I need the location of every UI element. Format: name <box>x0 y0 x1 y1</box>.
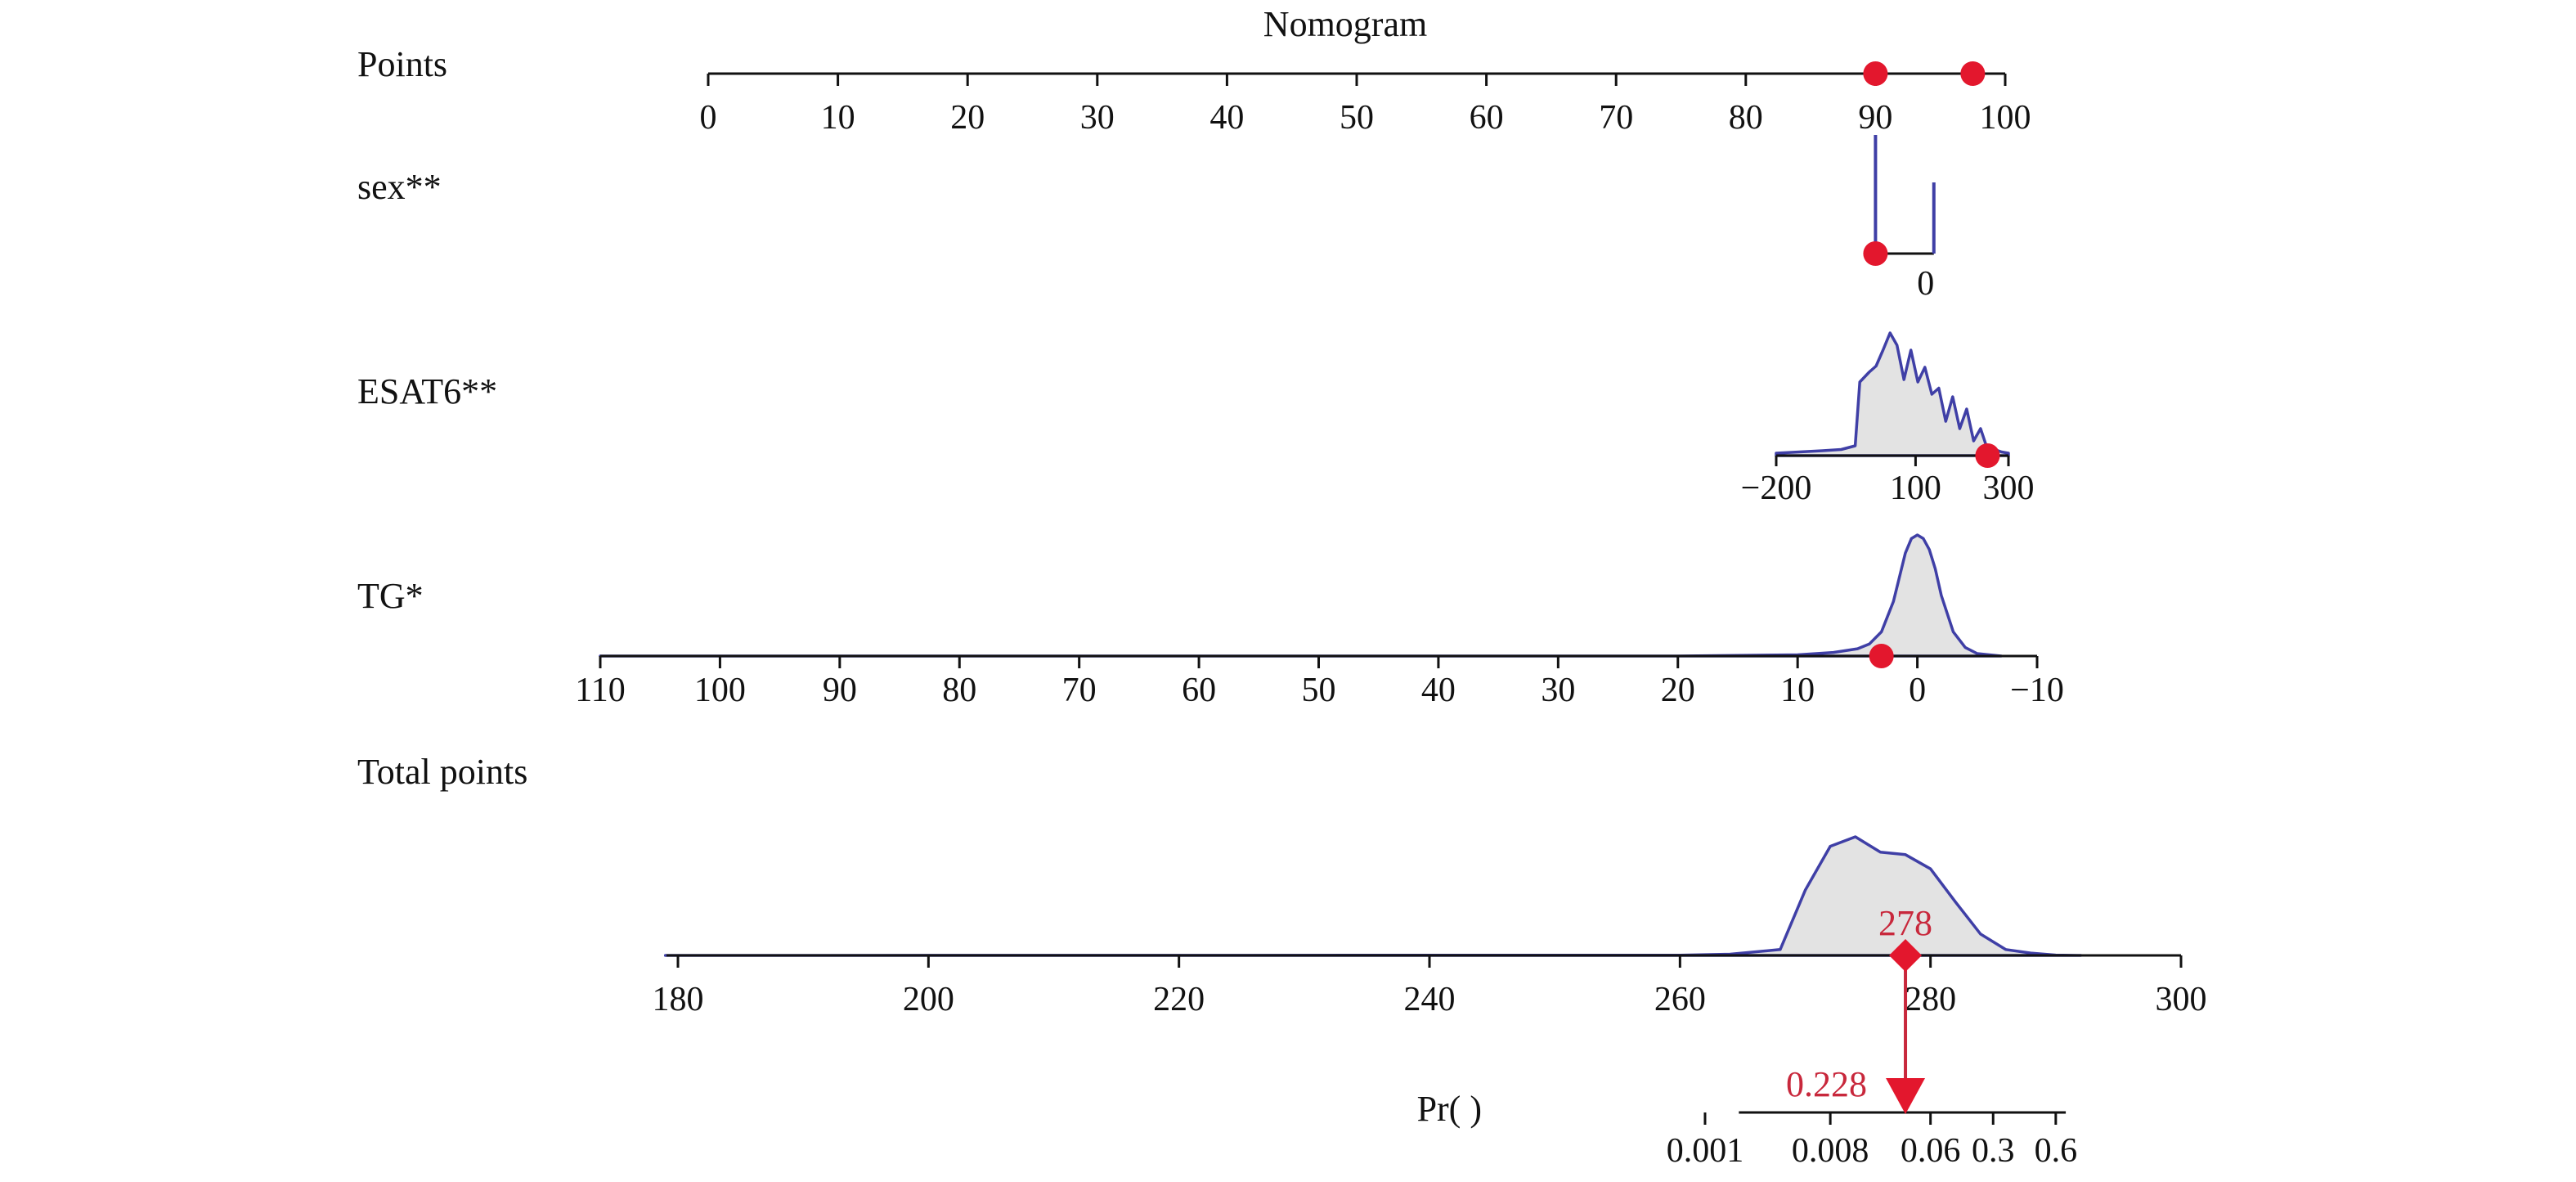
tg-selected-marker <box>1869 644 1894 668</box>
tg-tick-label: 10 <box>1780 672 1815 709</box>
points-tick-label: 60 <box>1470 99 1504 137</box>
esat6-tick-label: −200 <box>1741 470 1812 507</box>
points-tick-label: 50 <box>1340 99 1374 137</box>
esat6-tick-label: 100 <box>1890 470 1941 507</box>
total-points-tick-label: 180 <box>653 981 704 1018</box>
total-points-result-marker <box>1889 939 1923 972</box>
tg-tick-label: 40 <box>1421 672 1456 709</box>
points-tick-label: 0 <box>700 99 717 137</box>
points-tick-label: 10 <box>821 99 855 137</box>
total-points-tick-label: 220 <box>1153 981 1205 1018</box>
probability-result-label: 0.228 <box>1786 1064 1867 1104</box>
total-points-tick-label: 300 <box>2156 981 2207 1018</box>
sex-level-label: 0 <box>1917 265 1934 303</box>
probability-row-label: Pr( ) <box>1417 1089 1482 1129</box>
total-points-row-label: Total points <box>357 752 527 792</box>
points-tick-label: 80 <box>1729 99 1763 137</box>
total-points-tick-label: 200 <box>903 981 954 1018</box>
points-marker <box>1960 61 1986 86</box>
probability-tick-label: 0.001 <box>1667 1132 1744 1170</box>
sex-selected-marker <box>1863 241 1888 266</box>
points-tick-label: 40 <box>1209 99 1244 137</box>
tg-tick-label: 50 <box>1302 672 1336 709</box>
chart-title: Nomogram <box>1263 4 1427 44</box>
tg-tick-label: 90 <box>823 672 857 709</box>
points-tick-label: 30 <box>1080 99 1115 137</box>
points-tick-label: 20 <box>950 99 985 137</box>
tg-tick-label: 100 <box>694 672 746 709</box>
probability-tick-label: 0.008 <box>1792 1132 1869 1170</box>
tg-tick-label: 0 <box>1909 672 1926 709</box>
points-tick-label: 70 <box>1599 99 1633 137</box>
tg-tick-label: 30 <box>1541 672 1575 709</box>
tg-tick-label: −10 <box>2010 672 2064 709</box>
points-row-label: Points <box>357 44 447 84</box>
tg-row-label: TG* <box>357 576 424 616</box>
probability-tick-label: 0.06 <box>1901 1132 1961 1170</box>
probability-tick-label: 0.6 <box>2035 1132 2078 1170</box>
esat6-selected-marker <box>1975 443 2000 468</box>
total-points-density <box>663 835 2083 957</box>
tg-tick-label: 20 <box>1661 672 1695 709</box>
tg-density <box>599 533 2003 658</box>
tg-tick-label: 110 <box>575 672 625 709</box>
tg-tick-label: 80 <box>942 672 976 709</box>
total-points-tick-label: 240 <box>1404 981 1456 1018</box>
total-points-tick-label: 280 <box>1905 981 1956 1018</box>
esat6-row-label: ESAT6** <box>357 371 497 411</box>
total-points-tick-label: 260 <box>1654 981 1706 1018</box>
total-points-result-label: 278 <box>1878 903 1932 943</box>
tg-tick-label: 70 <box>1062 672 1097 709</box>
probability-tick-label: 0.3 <box>1972 1132 2015 1170</box>
tg-tick-label: 60 <box>1182 672 1216 709</box>
esat6-density <box>1775 331 2010 457</box>
sex-row-label: sex** <box>357 167 442 207</box>
points-tick-label: 90 <box>1858 99 1892 137</box>
points-tick-label: 100 <box>1980 99 2031 137</box>
probability-result-marker <box>1886 1078 1926 1114</box>
esat6-tick-label: 300 <box>1983 470 2035 507</box>
points-marker <box>1863 61 1888 86</box>
